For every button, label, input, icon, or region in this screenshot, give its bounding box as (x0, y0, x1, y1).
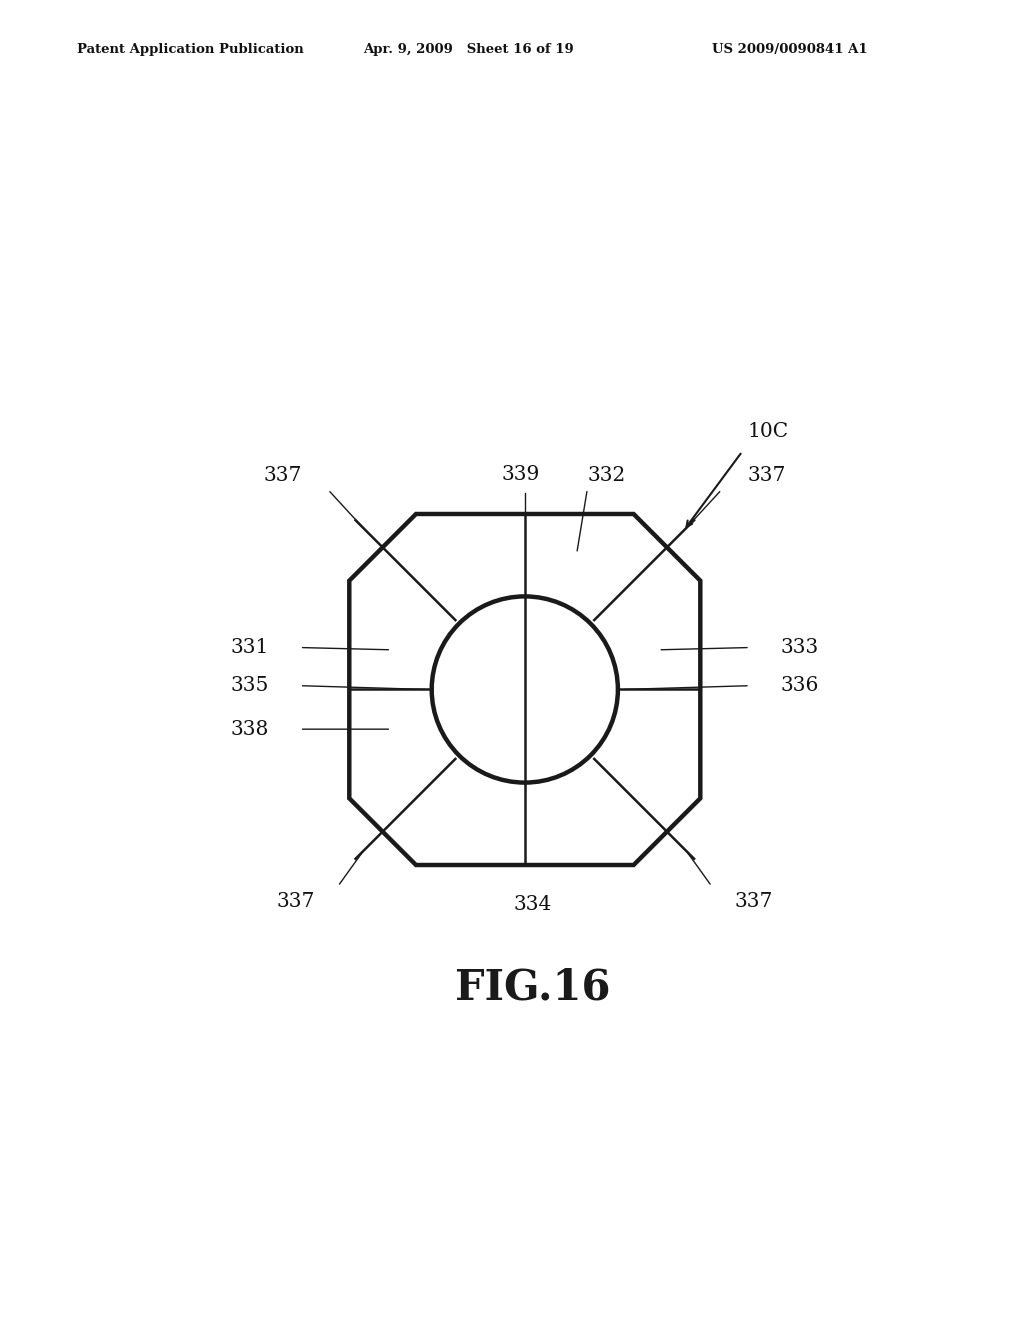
Text: 331: 331 (230, 638, 269, 657)
Text: Apr. 9, 2009   Sheet 16 of 19: Apr. 9, 2009 Sheet 16 of 19 (364, 42, 574, 55)
Text: 10C: 10C (748, 422, 788, 441)
Text: 336: 336 (780, 676, 819, 696)
Text: Patent Application Publication: Patent Application Publication (77, 42, 303, 55)
Text: 337: 337 (734, 892, 773, 911)
Text: 338: 338 (230, 719, 269, 739)
Text: FIG.16: FIG.16 (455, 966, 610, 1008)
Text: US 2009/0090841 A1: US 2009/0090841 A1 (712, 42, 867, 55)
Text: 335: 335 (230, 676, 269, 696)
Text: 332: 332 (588, 466, 626, 486)
Text: 337: 337 (748, 466, 786, 486)
Text: 333: 333 (780, 638, 818, 657)
Text: 339: 339 (502, 465, 541, 484)
Text: 337: 337 (263, 466, 302, 486)
Text: 337: 337 (276, 892, 315, 911)
Text: 334: 334 (513, 895, 552, 915)
